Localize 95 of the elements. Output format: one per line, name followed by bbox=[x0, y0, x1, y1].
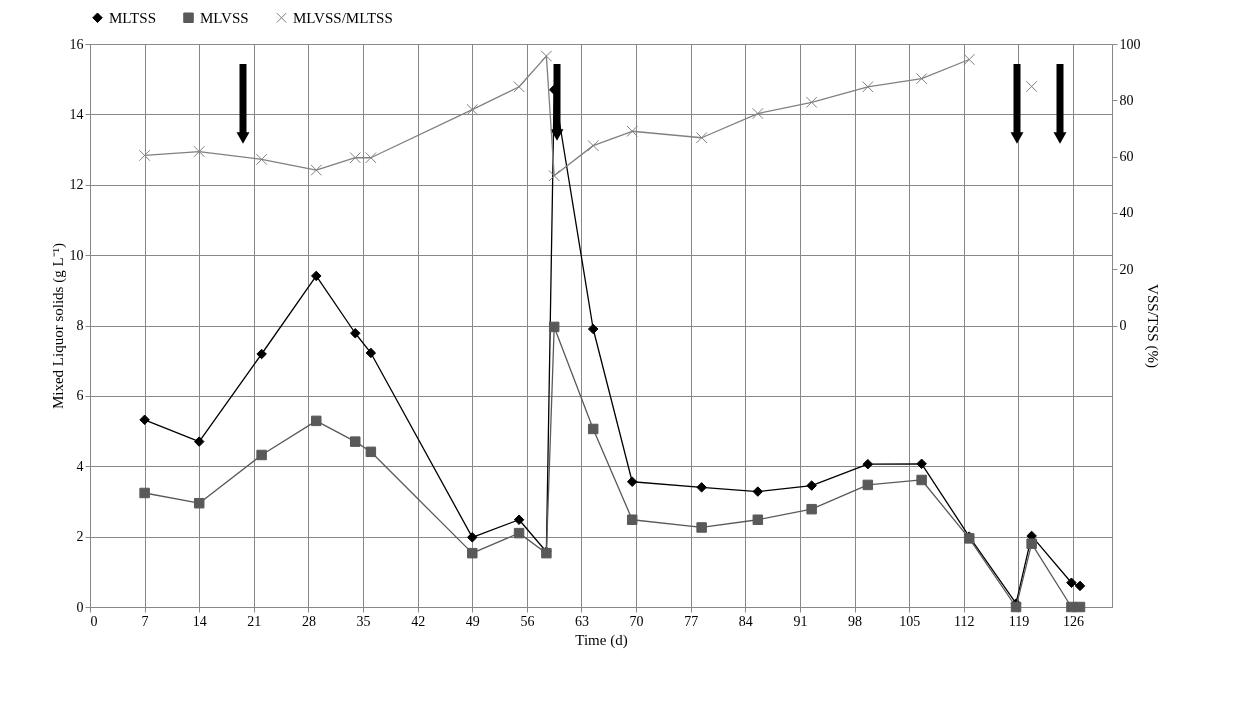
point bbox=[1074, 580, 1086, 592]
point bbox=[1010, 601, 1022, 613]
point bbox=[1026, 538, 1037, 549]
legend-label: MLVSS/MLTSS bbox=[293, 9, 393, 26]
point bbox=[255, 153, 268, 166]
point bbox=[626, 514, 638, 525]
point bbox=[626, 476, 638, 487]
y2-tick-label: 40 bbox=[1119, 205, 1134, 221]
y2-tick-label: 20 bbox=[1119, 261, 1134, 277]
point bbox=[349, 151, 361, 164]
point bbox=[466, 103, 479, 116]
legend-label: MLTSS bbox=[109, 9, 156, 26]
x-tick-label: 84 bbox=[738, 613, 753, 629]
point bbox=[548, 321, 560, 333]
y2-axis-title: VSS/TSS (%) bbox=[1143, 284, 1161, 368]
x-tick-label: 7 bbox=[141, 613, 149, 629]
point bbox=[862, 479, 874, 491]
point bbox=[138, 149, 151, 162]
point bbox=[696, 522, 707, 533]
legend-label: MLVSS bbox=[200, 9, 249, 26]
x-tick-label: 49 bbox=[465, 613, 480, 629]
x-tick-label: 63 bbox=[575, 613, 589, 629]
x-tick-label: 21 bbox=[247, 613, 262, 629]
y2-tick-label: 0 bbox=[1119, 318, 1127, 333]
point bbox=[587, 323, 599, 335]
point bbox=[193, 497, 205, 509]
point bbox=[916, 474, 927, 486]
y2-tick-label: 60 bbox=[1119, 149, 1134, 165]
point bbox=[350, 436, 361, 447]
point bbox=[467, 532, 478, 543]
point bbox=[1025, 80, 1038, 93]
x-tick-label: 91 bbox=[793, 613, 808, 629]
point bbox=[805, 96, 818, 109]
point bbox=[365, 446, 377, 458]
point bbox=[540, 50, 553, 62]
x-tick-label: 28 bbox=[301, 613, 316, 629]
x-tick-label: 56 bbox=[520, 613, 535, 629]
point bbox=[752, 514, 764, 525]
point bbox=[587, 423, 599, 435]
x-axis-title: Time (d) bbox=[575, 631, 628, 649]
y-tick-label: 4 bbox=[76, 458, 84, 474]
x-tick-label: 14 bbox=[192, 613, 207, 629]
point bbox=[695, 132, 708, 144]
point bbox=[139, 414, 150, 426]
point bbox=[139, 487, 150, 499]
point bbox=[587, 139, 599, 152]
point bbox=[806, 480, 817, 491]
point bbox=[311, 415, 322, 427]
point bbox=[350, 328, 361, 339]
point bbox=[1074, 601, 1086, 613]
y-tick-label: 6 bbox=[76, 388, 84, 404]
point bbox=[193, 145, 205, 158]
y2-tick-label: 100 bbox=[1119, 36, 1141, 52]
point bbox=[256, 348, 267, 360]
x-tick-label: 42 bbox=[411, 613, 426, 629]
point bbox=[513, 514, 525, 525]
x-tick-label: 126 bbox=[1062, 613, 1084, 629]
x-tick-label: 0 bbox=[90, 613, 98, 629]
point bbox=[365, 347, 377, 359]
point bbox=[365, 151, 377, 164]
y-tick-label: 8 bbox=[76, 318, 84, 333]
point bbox=[915, 72, 928, 85]
point bbox=[256, 449, 267, 461]
x-tick-label: 112 bbox=[954, 613, 975, 629]
point bbox=[963, 53, 975, 66]
x-tick-label: 119 bbox=[1008, 613, 1030, 629]
x-tick-label: 77 bbox=[684, 613, 699, 629]
y-tick-label: 10 bbox=[69, 247, 84, 263]
point bbox=[1066, 577, 1077, 588]
point bbox=[752, 486, 764, 497]
point bbox=[513, 81, 525, 93]
x-tick-label: 70 bbox=[629, 613, 644, 629]
y-tick-label: 0 bbox=[76, 599, 84, 615]
point bbox=[696, 482, 707, 493]
x-tick-label: 35 bbox=[356, 613, 371, 629]
x-tick-label: 98 bbox=[848, 613, 863, 629]
point bbox=[752, 107, 764, 120]
y-axis-title: Mixed Liquor solids (g L⁻¹) bbox=[49, 242, 67, 410]
point bbox=[311, 270, 322, 282]
y2-tick-label: 80 bbox=[1119, 92, 1134, 108]
x-tick-label: 105 bbox=[899, 613, 921, 629]
y-tick-label: 12 bbox=[69, 177, 84, 193]
point bbox=[467, 547, 478, 559]
point bbox=[806, 503, 817, 515]
point bbox=[193, 436, 205, 447]
point bbox=[548, 170, 560, 182]
point bbox=[916, 458, 927, 470]
point bbox=[862, 458, 874, 470]
point bbox=[862, 81, 874, 93]
point bbox=[513, 527, 525, 539]
point bbox=[310, 164, 322, 176]
point bbox=[626, 125, 638, 138]
y-tick-label: 16 bbox=[69, 36, 84, 52]
y-tick-label: 14 bbox=[69, 106, 84, 122]
y-tick-label: 2 bbox=[76, 529, 84, 545]
